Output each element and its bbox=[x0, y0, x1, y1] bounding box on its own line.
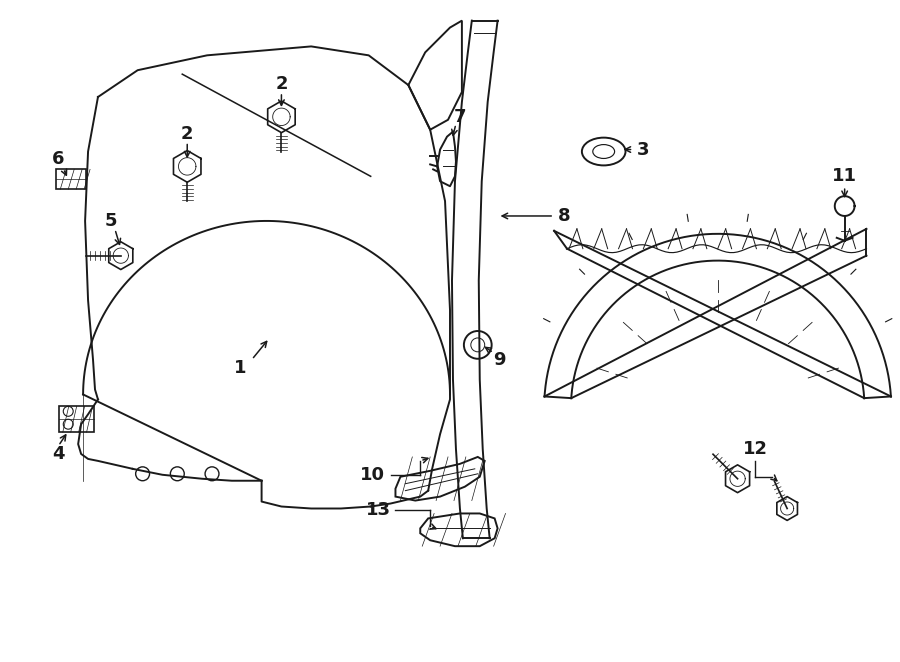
Text: 3: 3 bbox=[637, 140, 650, 158]
Text: 2: 2 bbox=[181, 124, 194, 143]
Text: 2: 2 bbox=[275, 75, 288, 93]
Text: 5: 5 bbox=[104, 212, 117, 230]
Text: 10: 10 bbox=[360, 466, 385, 484]
Text: 7: 7 bbox=[454, 108, 466, 126]
Text: 11: 11 bbox=[832, 167, 857, 185]
Text: 12: 12 bbox=[742, 440, 768, 458]
Text: 8: 8 bbox=[558, 207, 571, 225]
Text: 9: 9 bbox=[493, 351, 506, 369]
Text: 6: 6 bbox=[52, 150, 65, 168]
Text: 13: 13 bbox=[366, 502, 392, 520]
Text: 1: 1 bbox=[233, 359, 246, 377]
Text: 4: 4 bbox=[52, 445, 65, 463]
